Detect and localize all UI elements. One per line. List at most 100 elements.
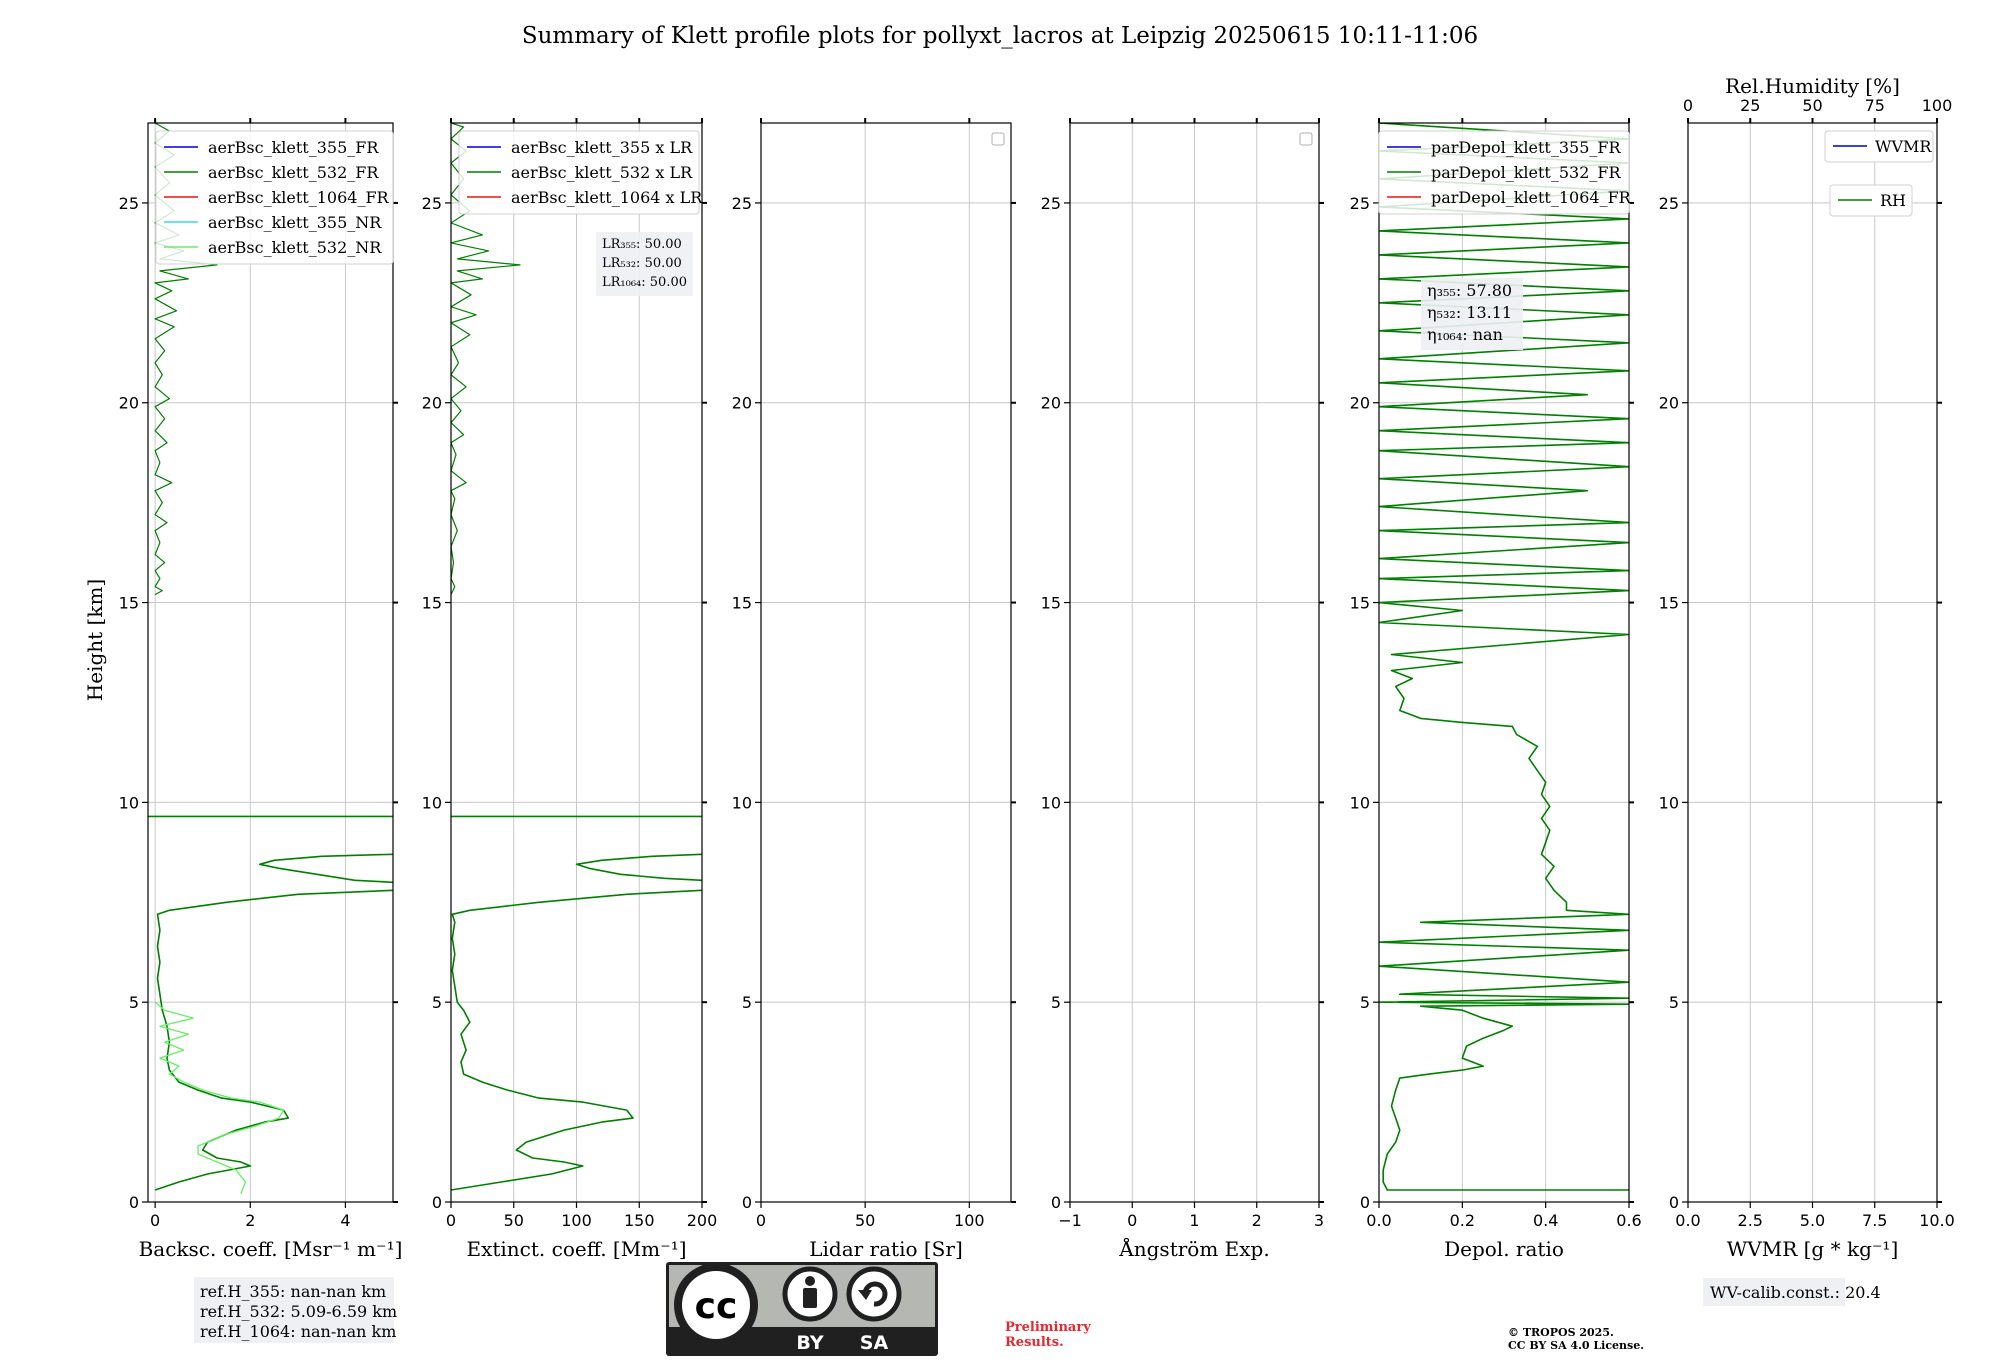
annotation-line: η₃₅₅: 57.80: [1427, 281, 1512, 300]
legend-entry: parDepol_klett_532_FR: [1431, 163, 1622, 182]
x-axis-label: Lidar ratio [Sr]: [809, 1237, 963, 1261]
legend-entry: aerBsc_klett_1064 x LR: [511, 188, 703, 207]
panel-lidar_ratio: 0 50 100 0 5 10 15 20 25 Lidar ratio [Sr]: [732, 118, 1016, 1261]
y-tick-label: 20: [422, 394, 442, 413]
legend-entry: aerBsc_klett_532_NR: [208, 238, 382, 257]
top-x-tick-label: 50: [1802, 96, 1822, 115]
annotation-line: η₅₃₂: 13.11: [1427, 303, 1512, 322]
x-tick-label: 4: [340, 1211, 350, 1230]
y-tick-label: 15: [119, 594, 139, 613]
panel-wvmr: 0.0 2.5 5.0 7.5 10.0 0 5 10 15 20 25 WVMR [g * kg⁻¹…: [1659, 74, 1955, 1261]
axes-frame: [147, 122, 394, 1203]
x-tick-label: 2: [1252, 1211, 1262, 1230]
y-tick-label: 0: [1051, 1193, 1061, 1212]
y-tick-label: 5: [1051, 993, 1061, 1012]
cc-logo-text: cc: [695, 1286, 738, 1327]
x-tick-label: 10.0: [1919, 1211, 1955, 1230]
panel-backscatter: 0 2 4 0 5 10 15 20 25 Backsc. coeff. [Msr⁻¹ m⁻¹] a…: [119, 118, 403, 1261]
y-tick-label: 10: [1350, 793, 1370, 812]
x-tick-label: 1: [1189, 1211, 1199, 1230]
ref-heights-box: ref.H_355: nan-nan km ref.H_532: 5.09-6.…: [194, 1277, 397, 1343]
cc-license-badge: cc BY SA: [666, 1262, 938, 1356]
ref-height-355: ref.H_355: nan-nan km: [200, 1282, 386, 1301]
copyright-line-1: © TROPOS 2025.: [1508, 1326, 1614, 1339]
legend-entry: aerBsc_klett_532_FR: [208, 163, 379, 182]
figure-title: Summary of Klett profile plots for polly…: [522, 23, 1478, 49]
x-tick-label: 5.0: [1800, 1211, 1825, 1230]
axes-frame: [1378, 122, 1630, 1203]
legend-box: [458, 130, 700, 215]
series-aerbsc-klett-532-fr-noise: [154, 123, 218, 596]
x-tick-label: 150: [624, 1211, 655, 1230]
y-tick-label: 25: [1659, 194, 1679, 213]
y-tick-label: 0: [742, 1193, 752, 1212]
annotation-line: LR₃₅₅: 50.00: [602, 237, 682, 252]
top-axis-label: Rel.Humidity [%]: [1725, 74, 1900, 98]
ref-height-1064: ref.H_1064: nan-nan km: [200, 1322, 396, 1341]
y-tick-label: 10: [1041, 793, 1061, 812]
legend-box: [1824, 130, 1934, 163]
y-tick-label: 25: [732, 194, 752, 213]
top-x-tick-label: 100: [1922, 96, 1953, 115]
sa-label: SA: [860, 1332, 889, 1354]
y-tick-label: 25: [1041, 194, 1061, 213]
y-tick-label: 5: [1669, 993, 1679, 1012]
x-tick-label: −1: [1058, 1211, 1082, 1230]
y-tick-label: 25: [1350, 194, 1370, 213]
annotation-bg: [1421, 278, 1523, 350]
legend-entry: aerBsc_klett_355 x LR: [511, 138, 693, 157]
series-aerbsc-klett-532-fr: [154, 889, 393, 1191]
y-tick-label: 15: [1041, 594, 1061, 613]
y-tick-label: 10: [119, 793, 139, 812]
x-tick-label: 0: [1127, 1211, 1137, 1230]
legend: WVMR RH: [1824, 130, 1934, 217]
y-tick-label: 0: [1669, 1193, 1679, 1212]
panel-extinction: 0 50 100 150 200 0 5 10 15 20 25 Extinct. coeff. [M…: [422, 118, 718, 1261]
y-tick-label: 20: [732, 394, 752, 413]
x-tick-label: 2: [245, 1211, 255, 1230]
legend: aerBsc_klett_355_FR aerBsc_klett_532_FRae…: [155, 130, 394, 265]
series-aerbsc-klett-532-fr-upper: [259, 853, 393, 884]
x-tick-label: 3: [1314, 1211, 1324, 1230]
annotation-box: LR₃₅₅: 50.00 LR₅₃₂: 50.00 LR₁₀₆₄: 50.00: [596, 232, 693, 296]
legend-entry: aerBsc_klett_1064_FR: [208, 188, 390, 207]
top-x-tick-label: 0: [1683, 96, 1693, 115]
x-axis-label: Depol. ratio: [1444, 1237, 1564, 1261]
preliminary-line-2: Results.: [1005, 1335, 1064, 1350]
annotation-line: LR₁₀₆₄: 50.00: [602, 275, 687, 290]
series-aerbsc-klett-532-x-lr-upper: [575, 853, 702, 882]
legend-entry: parDepol_klett_355_FR: [1431, 138, 1622, 157]
sa-share-alike-icon: [846, 1266, 902, 1322]
series-aerbsc-klett-532-nr: [154, 1001, 285, 1195]
series-aerbsc-klett-532-x-lr: [451, 889, 702, 1191]
x-tick-label: 0: [756, 1211, 766, 1230]
y-tick-label: 20: [119, 394, 139, 413]
x-axis-label: Backsc. coeff. [Msr⁻¹ m⁻¹]: [139, 1237, 403, 1261]
x-tick-label: 200: [687, 1211, 718, 1230]
preliminary-line-1: Preliminary: [1005, 1320, 1091, 1335]
x-tick-label: 100: [561, 1211, 592, 1230]
y-tick-label: 15: [732, 594, 752, 613]
y-tick-label: 5: [1360, 993, 1370, 1012]
x-tick-label: 0.4: [1533, 1211, 1558, 1230]
legend-entry: RH: [1880, 191, 1906, 210]
y-tick-label: 15: [1350, 594, 1370, 613]
empty-legend-box: [1299, 132, 1313, 146]
y-tick-label: 10: [422, 793, 442, 812]
y-tick-label: 10: [732, 793, 752, 812]
wv-calib-box: WV-calib.const.: 20.4: [1703, 1278, 1881, 1306]
panel-depol: 0.0 0.2 0.4 0.6 0 5 10 15 20 25 Depol. ratio parDep…: [1350, 118, 1642, 1261]
y-tick-label: 20: [1350, 394, 1370, 413]
series-group: [1379, 123, 1629, 1191]
annotation-line: LR₅₃₂: 50.00: [602, 256, 682, 271]
ref-height-532: ref.H_532: 5.09-6.59 km: [200, 1302, 397, 1321]
y-tick-label: 5: [432, 993, 442, 1012]
legend: parDepol_klett_355_FR parDepol_klett_532_…: [1378, 130, 1632, 215]
y-tick-label: 0: [432, 1193, 442, 1212]
y-tick-label: 20: [1041, 394, 1061, 413]
annotation-box: η₃₅₅: 57.80 η₅₃₂: 13.11 η₁₀₆₄: nan: [1421, 278, 1523, 350]
x-tick-label: 100: [954, 1211, 985, 1230]
by-label: BY: [796, 1332, 823, 1354]
